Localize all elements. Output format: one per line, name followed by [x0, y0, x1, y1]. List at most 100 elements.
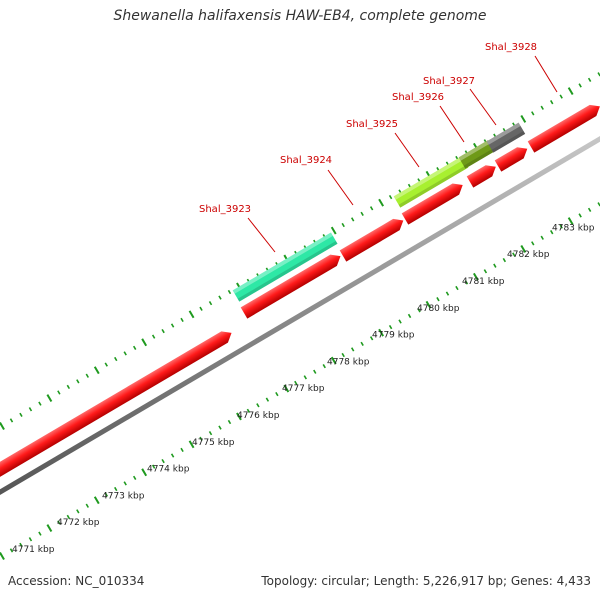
tick-minor: [531, 111, 535, 116]
tick-minor: [170, 453, 175, 458]
tick-minor: [313, 369, 317, 374]
tick-minor: [199, 436, 203, 441]
tick-major: [141, 468, 148, 477]
gene-label: Shal_3923: [199, 204, 251, 215]
tick-label: 4776 kbp: [237, 411, 280, 421]
tick-major: [473, 272, 479, 281]
tick-minor: [218, 425, 222, 430]
tick-label: 4775 kbp: [192, 438, 235, 448]
tick-minor: [360, 341, 364, 346]
tick-major: [93, 366, 100, 375]
gene-label: Shal_3928: [485, 42, 537, 53]
tick-minor: [170, 323, 175, 328]
tick-label: 4778 kbp: [327, 357, 370, 367]
gene-label-leader: [469, 88, 497, 126]
tick-minor: [417, 308, 421, 313]
tick-major: [330, 226, 337, 235]
tick-minor: [151, 334, 156, 339]
tick-minor: [341, 222, 345, 228]
gene-shal-3926: [458, 140, 495, 169]
genome-summary: Topology: circular; Length: 5,226,917 bp…: [261, 574, 591, 588]
tick-minor: [208, 301, 213, 306]
tick-minor: [436, 297, 440, 302]
tick-minor: [550, 230, 554, 235]
tick-label: 4780 kbp: [417, 304, 460, 314]
tick-minor: [38, 531, 42, 536]
tick-minor: [38, 401, 42, 406]
gene-label: Shal_3926: [392, 92, 444, 103]
tick-minor: [559, 94, 563, 99]
tick-minor: [104, 362, 108, 367]
tick-minor: [256, 403, 260, 408]
tick-major: [188, 310, 195, 319]
gene-label: Shal_3924: [280, 155, 332, 166]
gene-shal-3923: [232, 232, 338, 302]
tick-major: [46, 394, 53, 403]
tick-label: 4781 kbp: [462, 277, 505, 287]
gene-shal-3925: [393, 156, 469, 208]
tick-minor: [388, 324, 393, 330]
gene-shal-3927: [486, 122, 526, 153]
tick-minor: [180, 317, 184, 323]
cds-arrow: [240, 254, 341, 319]
tick-minor: [227, 419, 232, 425]
tick-major: [0, 552, 5, 560]
gene-label-leader: [439, 105, 465, 143]
tick-minor: [350, 217, 355, 222]
cds-arrow: [527, 104, 600, 153]
tick-minor: [123, 351, 127, 356]
tick-minor: [161, 458, 165, 464]
tick-minor: [493, 263, 497, 268]
gene-label-leader: [247, 217, 276, 253]
tick-minor: [151, 464, 156, 469]
tick-minor: [587, 207, 592, 212]
tick-minor: [57, 520, 61, 525]
tick-minor: [265, 397, 270, 402]
tick-minor: [76, 509, 80, 514]
tick-label: 4772 kbp: [57, 518, 100, 528]
tick-minor: [85, 503, 90, 508]
tick-minor: [28, 407, 33, 412]
inner-tick-ruler: [0, 202, 600, 560]
tick-minor: [587, 77, 592, 82]
tick-label: 4773 kbp: [102, 491, 145, 501]
outer-tick-ruler: [0, 72, 600, 430]
tick-label: 4779 kbp: [372, 331, 415, 341]
tick-minor: [114, 486, 118, 492]
gene-label-leader: [327, 169, 354, 206]
tick-minor: [559, 224, 563, 229]
genome-backbone: [0, 135, 600, 496]
tick-major: [188, 440, 195, 449]
tick-minor: [227, 289, 232, 295]
gene-label-leader: [394, 132, 420, 168]
tick-minor: [483, 269, 488, 274]
tick-label: 4774 kbp: [147, 465, 190, 475]
tick-minor: [19, 412, 23, 417]
cds-arrow: [339, 218, 404, 262]
tick-major: [93, 496, 100, 505]
tick-minor: [341, 352, 345, 358]
tick-major: [520, 114, 527, 123]
tick-major: [236, 412, 242, 421]
cds-arrow: [401, 183, 463, 225]
tick-minor: [132, 475, 137, 480]
tick-minor: [322, 364, 326, 369]
tick-minor: [161, 328, 165, 334]
cds-arrow: [466, 165, 496, 188]
tick-minor: [294, 380, 298, 386]
tick-minor: [502, 257, 507, 263]
tick-minor: [578, 83, 582, 88]
tick-minor: [76, 379, 80, 384]
tick-minor: [512, 252, 516, 257]
tick-minor: [369, 336, 374, 341]
cds-arrow: [494, 147, 528, 172]
tick-minor: [369, 206, 374, 211]
tick-minor: [19, 542, 23, 547]
tick-minor: [531, 241, 535, 246]
tick-label: 4782 kbp: [507, 250, 550, 260]
tick-label: 4783 kbp: [552, 223, 595, 233]
tick-major: [520, 244, 527, 253]
tick-major: [0, 422, 5, 430]
